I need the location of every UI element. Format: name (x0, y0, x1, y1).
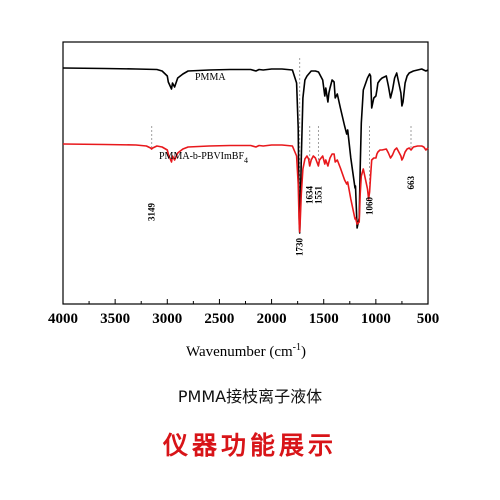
annotation-label-1060: 1060 (365, 197, 375, 216)
plot-frame (62, 41, 429, 305)
x-tick-label: 3000 (152, 311, 182, 327)
annotation-label-1634: 1634 (305, 186, 315, 205)
x-tick-label: 2500 (204, 311, 234, 327)
series-line-pmma-b-pbvimbf4 (62, 143, 429, 233)
series-label-main: PMMA-b-PBVImBF (159, 151, 244, 162)
caption-subtitle: PMMA接枝离子液体 (177, 387, 323, 406)
x-axis-title-sup: -1 (293, 342, 301, 353)
x-tick-label: 1500 (309, 311, 339, 327)
series-group (62, 67, 429, 234)
x-axis-ticks (62, 299, 429, 304)
ftir-chart: 4000 3500 3000 2500 2000 1500 1000 500 3149 1730… (48, 41, 439, 360)
x-axis-title-close: ) (301, 344, 306, 360)
caption-main-title: 仪器功能展示 (162, 431, 337, 460)
x-axis-title-main: Wavenumber (cm (186, 344, 293, 360)
annotation-label-3149: 3149 (147, 203, 157, 222)
x-tick-label: 1000 (361, 311, 391, 327)
annotation-label-1730: 1730 (295, 238, 305, 257)
series-line-pmma (62, 67, 429, 234)
annotation-label-1551: 1551 (313, 186, 323, 205)
annotation-label-663: 663 (406, 176, 416, 190)
x-tick-label: 3500 (100, 311, 130, 327)
series-label-subscript: 4 (244, 156, 248, 165)
x-tick-label: 500 (417, 311, 440, 327)
x-axis-title: Wavenumber (cm-1) (186, 342, 306, 360)
series-label-pmma-b-pbvimbf4: PMMA-b-PBVImBF4 (159, 151, 248, 165)
x-axis-tick-labels: 4000 3500 3000 2500 2000 1500 1000 500 (48, 311, 439, 327)
series-label-pmma: PMMA (195, 72, 226, 83)
x-tick-label: 2000 (257, 311, 287, 327)
x-tick-label: 4000 (48, 311, 78, 327)
